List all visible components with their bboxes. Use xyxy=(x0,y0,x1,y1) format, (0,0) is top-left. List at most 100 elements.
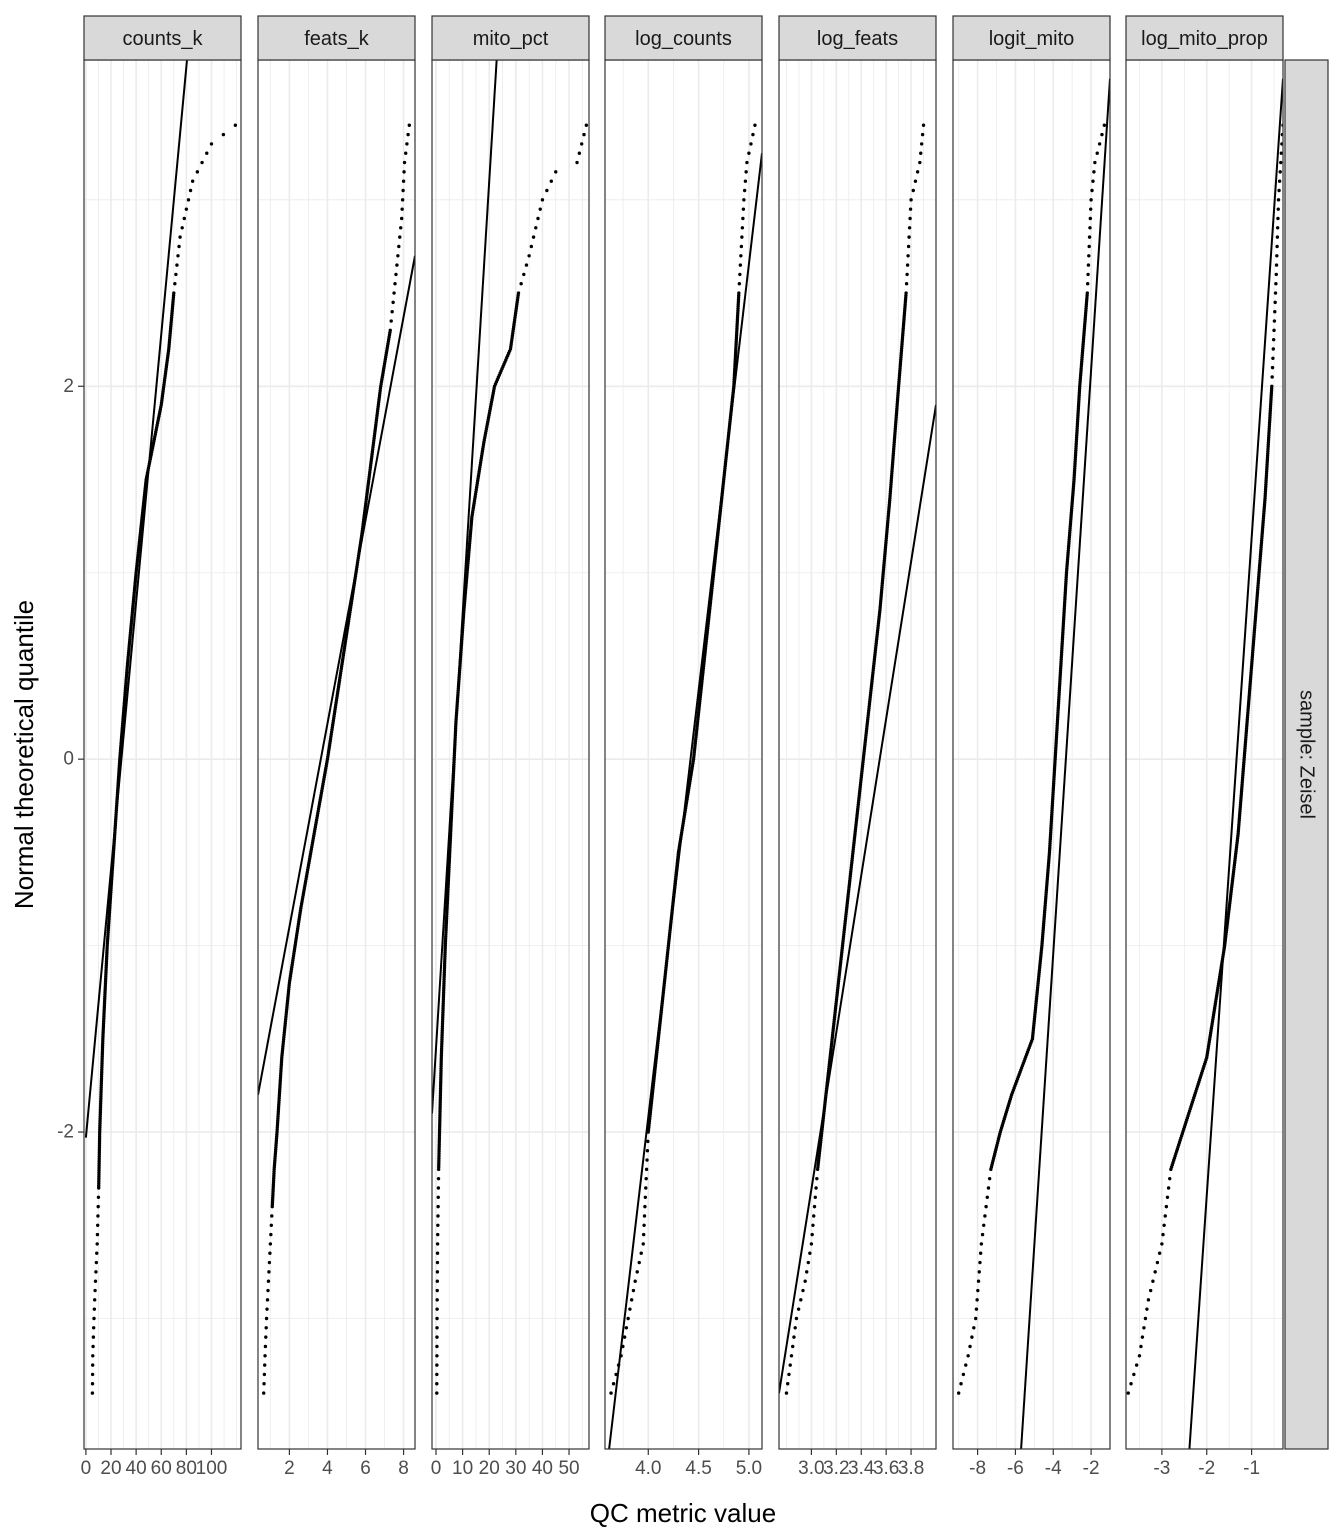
qq-point xyxy=(794,1316,799,1321)
qq-point xyxy=(793,1326,797,1330)
qq-point xyxy=(741,207,746,211)
row-strip-background xyxy=(1284,59,1329,1450)
qq-point xyxy=(266,1279,271,1283)
qq-point xyxy=(397,244,401,249)
qq-point xyxy=(791,1344,795,1349)
qq-point xyxy=(92,1307,97,1311)
qq-point xyxy=(1273,291,1278,295)
qq-point xyxy=(200,160,204,165)
strip-log-counts-label: log_counts xyxy=(635,28,732,50)
qq-point xyxy=(579,142,584,146)
qq-points xyxy=(90,123,238,1395)
qq-point xyxy=(645,1148,650,1153)
qq-point xyxy=(982,1223,986,1227)
qq-point xyxy=(1277,188,1281,193)
x-tick-label: -8 xyxy=(969,1458,986,1479)
qq-point xyxy=(436,1186,441,1190)
qq-point xyxy=(1087,235,1092,239)
qq-point xyxy=(263,1363,267,1367)
qq-point xyxy=(531,235,536,239)
qq-point xyxy=(741,216,745,221)
x-tick-label: 3.8 xyxy=(898,1458,924,1479)
x-tick-label: 4.0 xyxy=(635,1458,661,1479)
qq-point xyxy=(436,1232,440,1237)
qq-point xyxy=(1140,1335,1145,1339)
qq-point xyxy=(180,226,184,230)
qq-point xyxy=(577,151,582,155)
qq-point xyxy=(1270,365,1275,370)
qq-point xyxy=(1100,132,1104,137)
qq-point xyxy=(436,1214,440,1218)
qq-point xyxy=(1161,1232,1165,1237)
qq-point xyxy=(519,282,523,286)
qq-point xyxy=(1279,160,1283,165)
x-tick-label: -2 xyxy=(1083,1458,1100,1479)
qq-point xyxy=(738,263,743,267)
qq-point xyxy=(968,1344,972,1349)
qq-point xyxy=(389,319,393,323)
qq-point xyxy=(90,1372,95,1377)
qq-point xyxy=(811,1223,815,1227)
qq-point xyxy=(637,1260,641,1265)
qq-point xyxy=(796,1307,801,1311)
qq-point xyxy=(435,1316,439,1321)
x-tick-label: -4 xyxy=(1045,1458,1062,1479)
qq-point xyxy=(436,1223,440,1227)
qq-point xyxy=(749,142,753,146)
qq-point xyxy=(176,254,180,258)
qq-points xyxy=(262,123,411,1395)
row-strip: sample: Zeisel xyxy=(1284,59,1329,1450)
qq-point xyxy=(90,1382,95,1386)
qq-point xyxy=(1145,1307,1149,1311)
x-tick-label: 3.4 xyxy=(848,1458,875,1479)
qq-point xyxy=(789,1354,794,1358)
qq-point xyxy=(784,1391,789,1395)
qq-point xyxy=(919,142,924,146)
qq-point xyxy=(582,132,586,137)
x-tick-label: 0 xyxy=(431,1458,442,1479)
x-tick-label: 0 xyxy=(81,1458,92,1479)
qq-point xyxy=(269,1232,273,1237)
qq-point xyxy=(1092,170,1096,174)
qq-point xyxy=(1155,1260,1160,1265)
panel-background xyxy=(432,60,589,1449)
qq-point xyxy=(792,1335,796,1339)
x-tick-label: 40 xyxy=(126,1458,147,1479)
strip-feats-k-background xyxy=(257,15,416,61)
qq-point xyxy=(1087,254,1091,258)
qq-point xyxy=(629,1298,634,1302)
qq-point xyxy=(262,1382,266,1386)
qq-reference-line xyxy=(432,60,498,1114)
qq-point xyxy=(549,179,554,183)
qq-point xyxy=(747,151,751,155)
x-tick-label: 3.2 xyxy=(823,1458,849,1479)
qq-point xyxy=(621,1344,625,1349)
strip-log-feats-background xyxy=(778,15,937,61)
qq-point xyxy=(1093,160,1097,165)
qq-point xyxy=(1139,1344,1143,1349)
x-tick-label: 50 xyxy=(558,1458,579,1479)
qq-point xyxy=(405,142,409,146)
qq-point xyxy=(435,1363,439,1367)
qq-point xyxy=(643,1204,647,1209)
qq-point xyxy=(814,1186,818,1190)
qq-point xyxy=(1165,1195,1170,1200)
qq-point xyxy=(1089,207,1093,211)
qq-point xyxy=(810,1232,814,1237)
qq-point xyxy=(1275,226,1280,230)
x-tick-label: 3.6 xyxy=(873,1458,899,1479)
qq-point xyxy=(1153,1270,1157,1274)
qq-point xyxy=(1272,328,1276,333)
strip-feats-k-label: feats_k xyxy=(304,28,369,50)
qq-point xyxy=(1126,1391,1130,1395)
qq-point xyxy=(739,254,743,258)
qq-point xyxy=(395,263,399,267)
qq-point xyxy=(554,170,558,174)
qq-reference-line xyxy=(1188,78,1283,1449)
qq-point xyxy=(402,160,407,165)
qq-point xyxy=(619,1354,623,1358)
qq-point xyxy=(264,1316,269,1321)
strip-counts-k-label: counts_k xyxy=(122,28,203,50)
y-axis: -2 0 2 xyxy=(57,376,84,1143)
